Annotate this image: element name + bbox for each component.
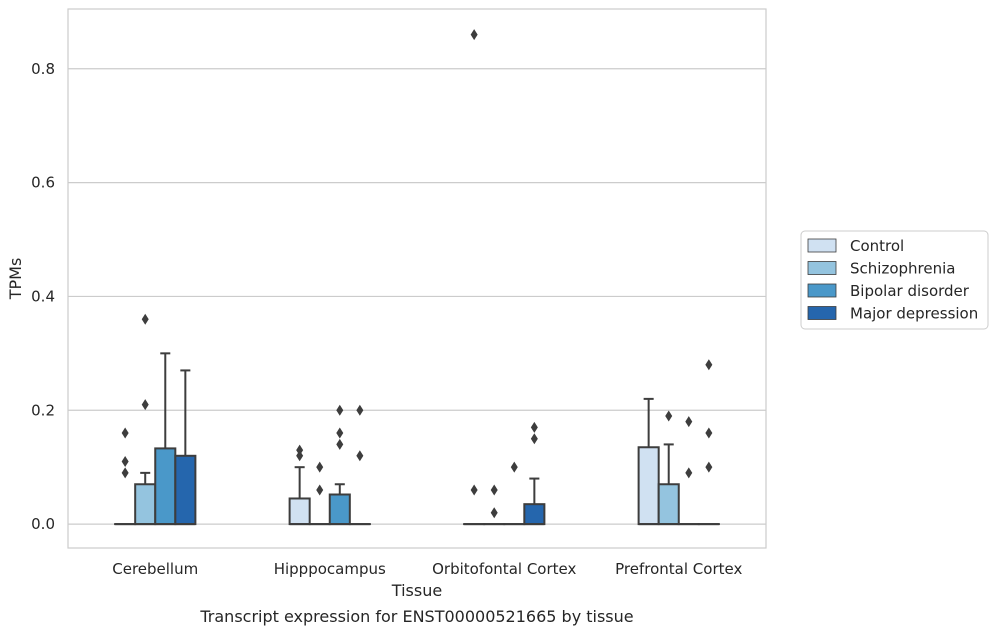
box-1-0 — [134, 313, 157, 526]
y-tick-label: 0.4 — [31, 287, 55, 305]
box-0-1 — [288, 444, 311, 526]
y-tick-label: 0.8 — [31, 60, 55, 78]
x-tick-label: Prefrontal Cortex — [615, 560, 742, 578]
outlier-point — [470, 29, 478, 41]
outlier-point — [296, 444, 304, 456]
outlier-point — [316, 461, 324, 473]
x-tick-label: Orbitofontal Cortex — [432, 560, 576, 578]
box-2-0 — [154, 352, 177, 526]
box-2-3 — [677, 416, 700, 526]
outlier-point — [530, 433, 538, 445]
y-tick-label: 0.2 — [31, 401, 55, 419]
outlier-point — [470, 484, 478, 496]
x-axis-title: Tissue — [391, 581, 442, 600]
legend-label: Schizophrenia — [850, 260, 955, 278]
outlier-point — [336, 404, 344, 416]
plot-area-frame — [67, 8, 767, 549]
box-3-0 — [174, 369, 197, 526]
outlier-point — [336, 438, 344, 450]
box-3-2 — [523, 421, 546, 526]
y-tick-label: 0.0 — [31, 515, 55, 533]
legend-swatch — [807, 261, 837, 275]
box-body — [328, 493, 351, 526]
outlier-point — [490, 507, 498, 519]
legend-swatch — [807, 283, 837, 298]
box-0-0 — [114, 427, 137, 526]
box-body — [657, 483, 680, 526]
legend: Control Schizophrenia Bipolar disorder Majo… — [800, 230, 989, 330]
box-2-2 — [503, 461, 526, 526]
outlier-point — [685, 416, 693, 428]
box-body — [134, 483, 157, 526]
box-3-1 — [348, 404, 371, 526]
outlier-point — [510, 461, 518, 473]
box-2-1 — [328, 404, 351, 526]
outlier-point — [356, 450, 364, 462]
legend-label: Control — [850, 237, 904, 255]
box-body — [288, 497, 311, 526]
legend-label: Bipolar disorder — [850, 282, 970, 300]
outlier-point — [316, 484, 324, 496]
legend-swatch — [807, 306, 837, 320]
box-series — [114, 29, 720, 526]
legend-swatch — [807, 238, 837, 253]
x-tick-label: Hipppocampus — [274, 560, 386, 578]
box-0-3 — [637, 397, 660, 526]
outlier-point — [705, 461, 713, 473]
outlier-point — [705, 427, 713, 439]
box-body — [154, 447, 177, 526]
legend-label: Major depression — [850, 305, 978, 323]
outlier-point — [121, 467, 129, 479]
outlier-point — [705, 359, 713, 371]
figure-caption: Transcript expression for ENST0000052166… — [199, 607, 633, 626]
outlier-point — [490, 484, 498, 496]
outlier-point — [141, 313, 149, 325]
box-body — [174, 454, 197, 526]
outlier-point — [296, 450, 304, 462]
outlier-point — [121, 455, 129, 467]
box-3-3 — [697, 359, 720, 526]
box-1-1 — [308, 461, 331, 526]
outlier-point — [685, 467, 693, 479]
legend-frame — [800, 230, 989, 330]
box-body — [637, 446, 660, 526]
outlier-point — [530, 421, 538, 433]
outlier-point — [356, 404, 364, 416]
box-body — [523, 503, 546, 526]
y-axis-title: TPMs — [6, 258, 25, 301]
axis-ticks: 0.0 0.2 0.4 0.6 0.8 Cerebellum Hipppocampus Orb… — [31, 60, 742, 578]
y-tick-label: 0.6 — [31, 174, 55, 192]
outlier-point — [336, 427, 344, 439]
box-1-3 — [657, 410, 680, 526]
box-0-2 — [463, 29, 486, 526]
x-tick-label: Cerebellum — [112, 560, 198, 578]
outlier-point — [121, 427, 129, 439]
outlier-point — [141, 399, 149, 411]
outlier-point — [665, 410, 673, 422]
box-1-2 — [483, 484, 506, 526]
